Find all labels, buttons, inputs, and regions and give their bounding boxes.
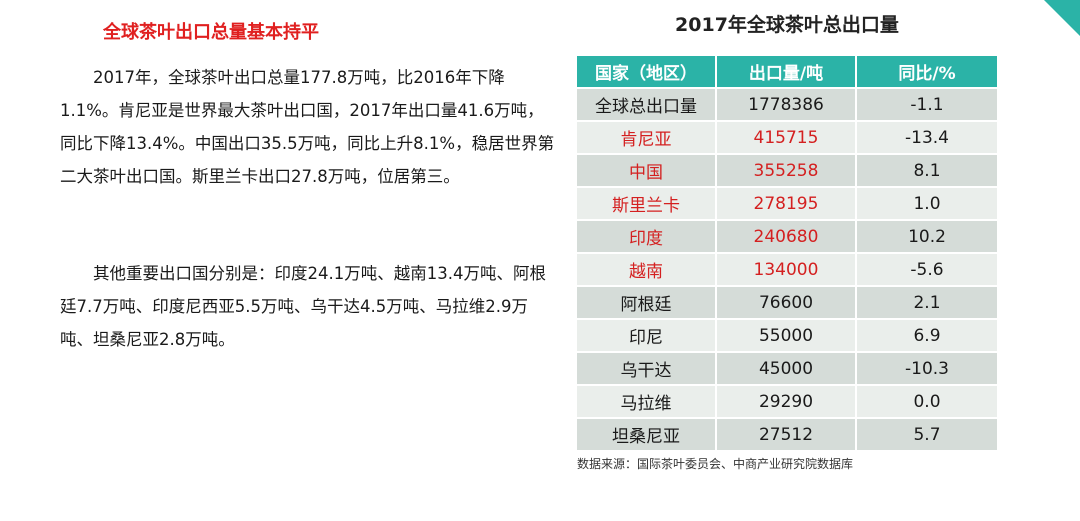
table-header-row: 国家（地区） 出口量/吨 同比/% xyxy=(577,56,997,89)
cell-yoy: 2.1 xyxy=(856,286,997,320)
cell-volume: 55000 xyxy=(716,319,857,353)
cell-yoy: -5.6 xyxy=(856,253,997,287)
cell-yoy: -1.1 xyxy=(856,88,997,122)
paragraph-other-exporters: 其他重要出口国分别是：印度24.1万吨、越南13.4万吨、阿根廷7.7万吨、印度… xyxy=(60,264,546,349)
cell-country: 越南 xyxy=(577,253,717,287)
table-row: 中国 355258 8.1 xyxy=(577,154,997,188)
cell-country: 印尼 xyxy=(577,319,717,353)
cell-volume: 134000 xyxy=(716,253,857,287)
table-row: 阿根廷 76600 2.1 xyxy=(577,286,997,320)
table-row: 印度 240680 10.2 xyxy=(577,220,997,254)
table-title: 2017年全球茶叶总出口量 xyxy=(675,14,899,36)
cell-country: 阿根廷 xyxy=(577,286,717,320)
export-table: 国家（地区） 出口量/吨 同比/% 全球总出口量 1778386 -1.1 肯尼… xyxy=(577,56,997,452)
table-row-total: 全球总出口量 1778386 -1.1 xyxy=(577,88,997,122)
cell-country: 乌干达 xyxy=(577,352,717,386)
cell-volume: 240680 xyxy=(716,220,857,254)
header-volume: 出口量/吨 xyxy=(716,56,857,89)
cell-yoy: 6.9 xyxy=(856,319,997,353)
cell-yoy: 8.1 xyxy=(856,154,997,188)
cell-country: 全球总出口量 xyxy=(577,88,717,122)
cell-yoy: 0.0 xyxy=(856,385,997,419)
cell-country: 中国 xyxy=(577,154,717,188)
cell-country: 马拉维 xyxy=(577,385,717,419)
section-title: 全球茶叶出口总量基本持平 xyxy=(103,22,319,43)
table-row: 坦桑尼亚 27512 5.7 xyxy=(577,418,997,452)
cell-country: 印度 xyxy=(577,220,717,254)
cell-yoy: -13.4 xyxy=(856,121,997,155)
table-row: 斯里兰卡 278195 1.0 xyxy=(577,187,997,221)
cell-volume: 45000 xyxy=(716,352,857,386)
header-yoy: 同比/% xyxy=(856,56,997,89)
table-row: 越南 134000 -5.6 xyxy=(577,253,997,287)
table-row: 乌干达 45000 -10.3 xyxy=(577,352,997,386)
table-row: 马拉维 29290 0.0 xyxy=(577,385,997,419)
cell-volume: 415715 xyxy=(716,121,857,155)
cell-country: 肯尼亚 xyxy=(577,121,717,155)
cell-yoy: 1.0 xyxy=(856,187,997,221)
cell-country: 斯里兰卡 xyxy=(577,187,717,221)
table-row: 肯尼亚 415715 -13.4 xyxy=(577,121,997,155)
corner-accent-triangle xyxy=(1044,0,1080,36)
cell-country: 坦桑尼亚 xyxy=(577,418,717,452)
cell-yoy: -10.3 xyxy=(856,352,997,386)
cell-volume: 278195 xyxy=(716,187,857,221)
data-source-note: 数据来源：国际茶叶委员会、中商产业研究院数据库 xyxy=(577,457,854,471)
cell-yoy: 5.7 xyxy=(856,418,997,452)
header-country: 国家（地区） xyxy=(577,56,717,89)
cell-yoy: 10.2 xyxy=(856,220,997,254)
table-row: 印尼 55000 6.9 xyxy=(577,319,997,353)
cell-volume: 355258 xyxy=(716,154,857,188)
cell-volume: 29290 xyxy=(716,385,857,419)
cell-volume: 1778386 xyxy=(716,88,857,122)
paragraph-summary: 2017年，全球茶叶出口总量177.8万吨，比2016年下降1.1%。肯尼亚是世… xyxy=(60,68,555,186)
cell-volume: 27512 xyxy=(716,418,857,452)
cell-volume: 76600 xyxy=(716,286,857,320)
